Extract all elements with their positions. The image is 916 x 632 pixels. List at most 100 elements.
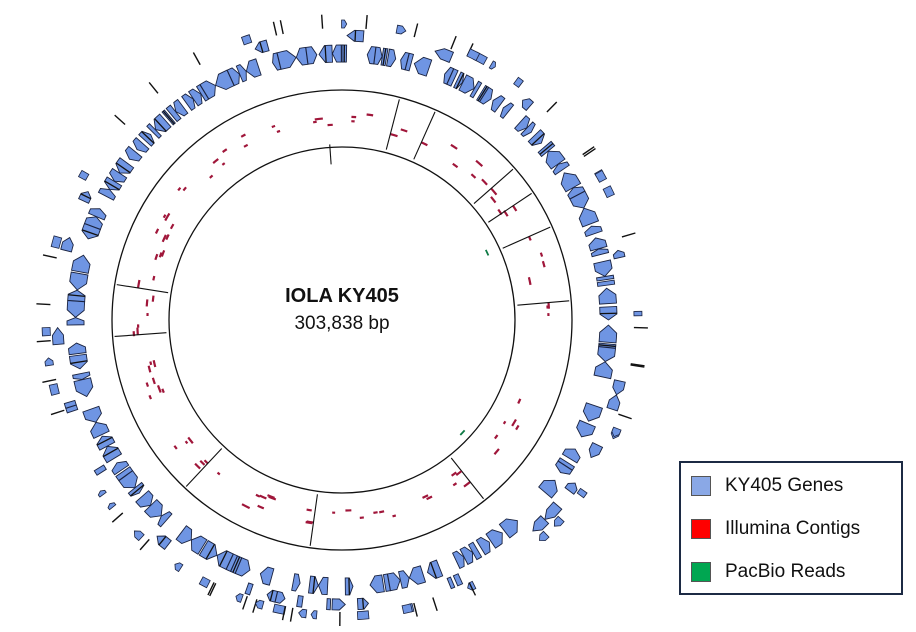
gene-arrow-outer <box>44 357 54 367</box>
illumina-contig-mark <box>145 299 149 307</box>
gene-arrow <box>552 161 570 176</box>
gene-arrow-outer <box>97 489 107 498</box>
gene-outer-mark <box>582 146 595 156</box>
gene-arrow <box>259 566 275 586</box>
gene-arrow <box>446 576 456 590</box>
illumina-contig-mark <box>463 481 471 488</box>
contig-ring-tick <box>116 284 169 294</box>
gene-arrow-outer <box>539 530 550 542</box>
gene-outer-mark <box>281 606 286 621</box>
gene-arrow <box>115 466 134 482</box>
gene-arrow <box>598 287 617 305</box>
illumina-contig-mark <box>271 124 276 129</box>
illumina-contig-mark <box>276 129 281 134</box>
gene-arrow <box>318 576 329 596</box>
gene-outer-mark <box>36 303 51 306</box>
gene-arrow <box>598 324 618 344</box>
gene-arrow <box>68 342 87 356</box>
illumina-contig-mark <box>259 494 267 500</box>
illumina-contig-mark <box>165 234 170 241</box>
illumina-contig-mark <box>511 418 517 427</box>
illumina-contig-mark <box>184 440 189 445</box>
legend-label-pacbio: PacBio Reads <box>725 561 846 582</box>
gene-arrow <box>111 460 130 476</box>
legend-label-genes: KY405 Genes <box>725 475 844 496</box>
illumina-contig-mark <box>158 252 163 258</box>
illumina-contig-mark <box>161 234 167 243</box>
legend-item-genes: KY405 Genes <box>691 473 843 499</box>
gene-arrow <box>331 598 346 611</box>
gene-outer-mark <box>413 602 418 617</box>
gene-arrow <box>596 274 615 282</box>
gene-arrow-outer <box>602 185 615 199</box>
gene-arrow <box>398 570 410 589</box>
gene-arrow <box>165 104 182 123</box>
illumina-contig-mark <box>241 503 251 510</box>
gene-arrow <box>576 419 596 438</box>
gene-separator-mark <box>130 484 145 497</box>
gene-arrow <box>326 598 332 611</box>
gene-arrow <box>153 113 172 133</box>
gene-arrow <box>386 48 397 68</box>
gene-outer-mark <box>630 363 645 367</box>
gene-arrow <box>97 188 116 201</box>
gene-arrow <box>578 207 600 228</box>
illumina-contig-mark <box>527 276 532 286</box>
gene-arrow <box>276 50 297 70</box>
gene-arrow-outer <box>553 515 565 527</box>
gene-arrow <box>73 377 94 398</box>
gene-arrow-outer <box>50 235 63 249</box>
gene-arrow-outer <box>41 327 51 337</box>
gene-arrow-outer <box>107 502 117 511</box>
pacbio-read-mark <box>484 249 490 256</box>
gene-arrow <box>588 441 604 459</box>
gene-outer-mark <box>139 538 150 551</box>
illumina-contig-mark <box>450 471 457 477</box>
gene-outer-mark <box>148 81 159 94</box>
gene-arrow-outer <box>77 169 90 181</box>
illumina-contig-mark <box>154 253 159 261</box>
gene-outer-mark <box>468 582 477 596</box>
gene-outer-mark <box>546 101 558 113</box>
gene-arrow <box>582 402 604 422</box>
gene-outer-mark <box>583 148 596 158</box>
gene-separator-mark <box>362 598 365 610</box>
outer-ring <box>111 89 573 551</box>
illumina-contig-mark <box>151 295 155 302</box>
gene-arrow <box>181 93 196 111</box>
gene-arrow-outer <box>611 426 622 438</box>
gene-outer-mark <box>272 21 278 36</box>
gene-arrow <box>561 448 581 464</box>
gene-arrow <box>127 481 145 497</box>
gene-arrow <box>588 237 608 252</box>
gene-separator-mark <box>115 162 131 174</box>
gene-arrow <box>296 595 304 608</box>
gene-arrow <box>226 67 240 87</box>
illumina-contig-mark <box>490 196 497 204</box>
gene-arrow <box>467 541 483 561</box>
gene-arrow <box>87 208 107 221</box>
illumina-contig-mark <box>497 208 503 216</box>
illumina-contig-mark <box>154 228 160 234</box>
illumina-contig-mark <box>426 495 433 501</box>
illumina-contig-mark <box>162 214 167 219</box>
gene-arrow <box>479 86 494 105</box>
gene-separator-mark <box>430 562 438 579</box>
gene-arrow <box>485 529 503 549</box>
gene-separator-mark <box>382 48 387 66</box>
gene-separator-mark <box>324 45 327 63</box>
gene-arrow <box>532 515 550 532</box>
gene-arrow <box>244 582 254 596</box>
gene-arrow <box>452 573 464 587</box>
illumina-contig-mark <box>314 117 323 121</box>
illumina-contig-mark <box>199 460 206 466</box>
contig-track <box>114 99 570 546</box>
illumina-contig-mark <box>475 159 484 167</box>
illumina-contig-mark <box>306 508 312 512</box>
gene-outer-mark <box>242 595 248 610</box>
illumina-contig-mark <box>502 420 507 425</box>
illumina-contig-mark <box>528 236 532 241</box>
gene-outer-mark <box>209 583 217 597</box>
gene-outer-mark <box>207 582 215 596</box>
illumina-contig-mark <box>470 173 477 179</box>
